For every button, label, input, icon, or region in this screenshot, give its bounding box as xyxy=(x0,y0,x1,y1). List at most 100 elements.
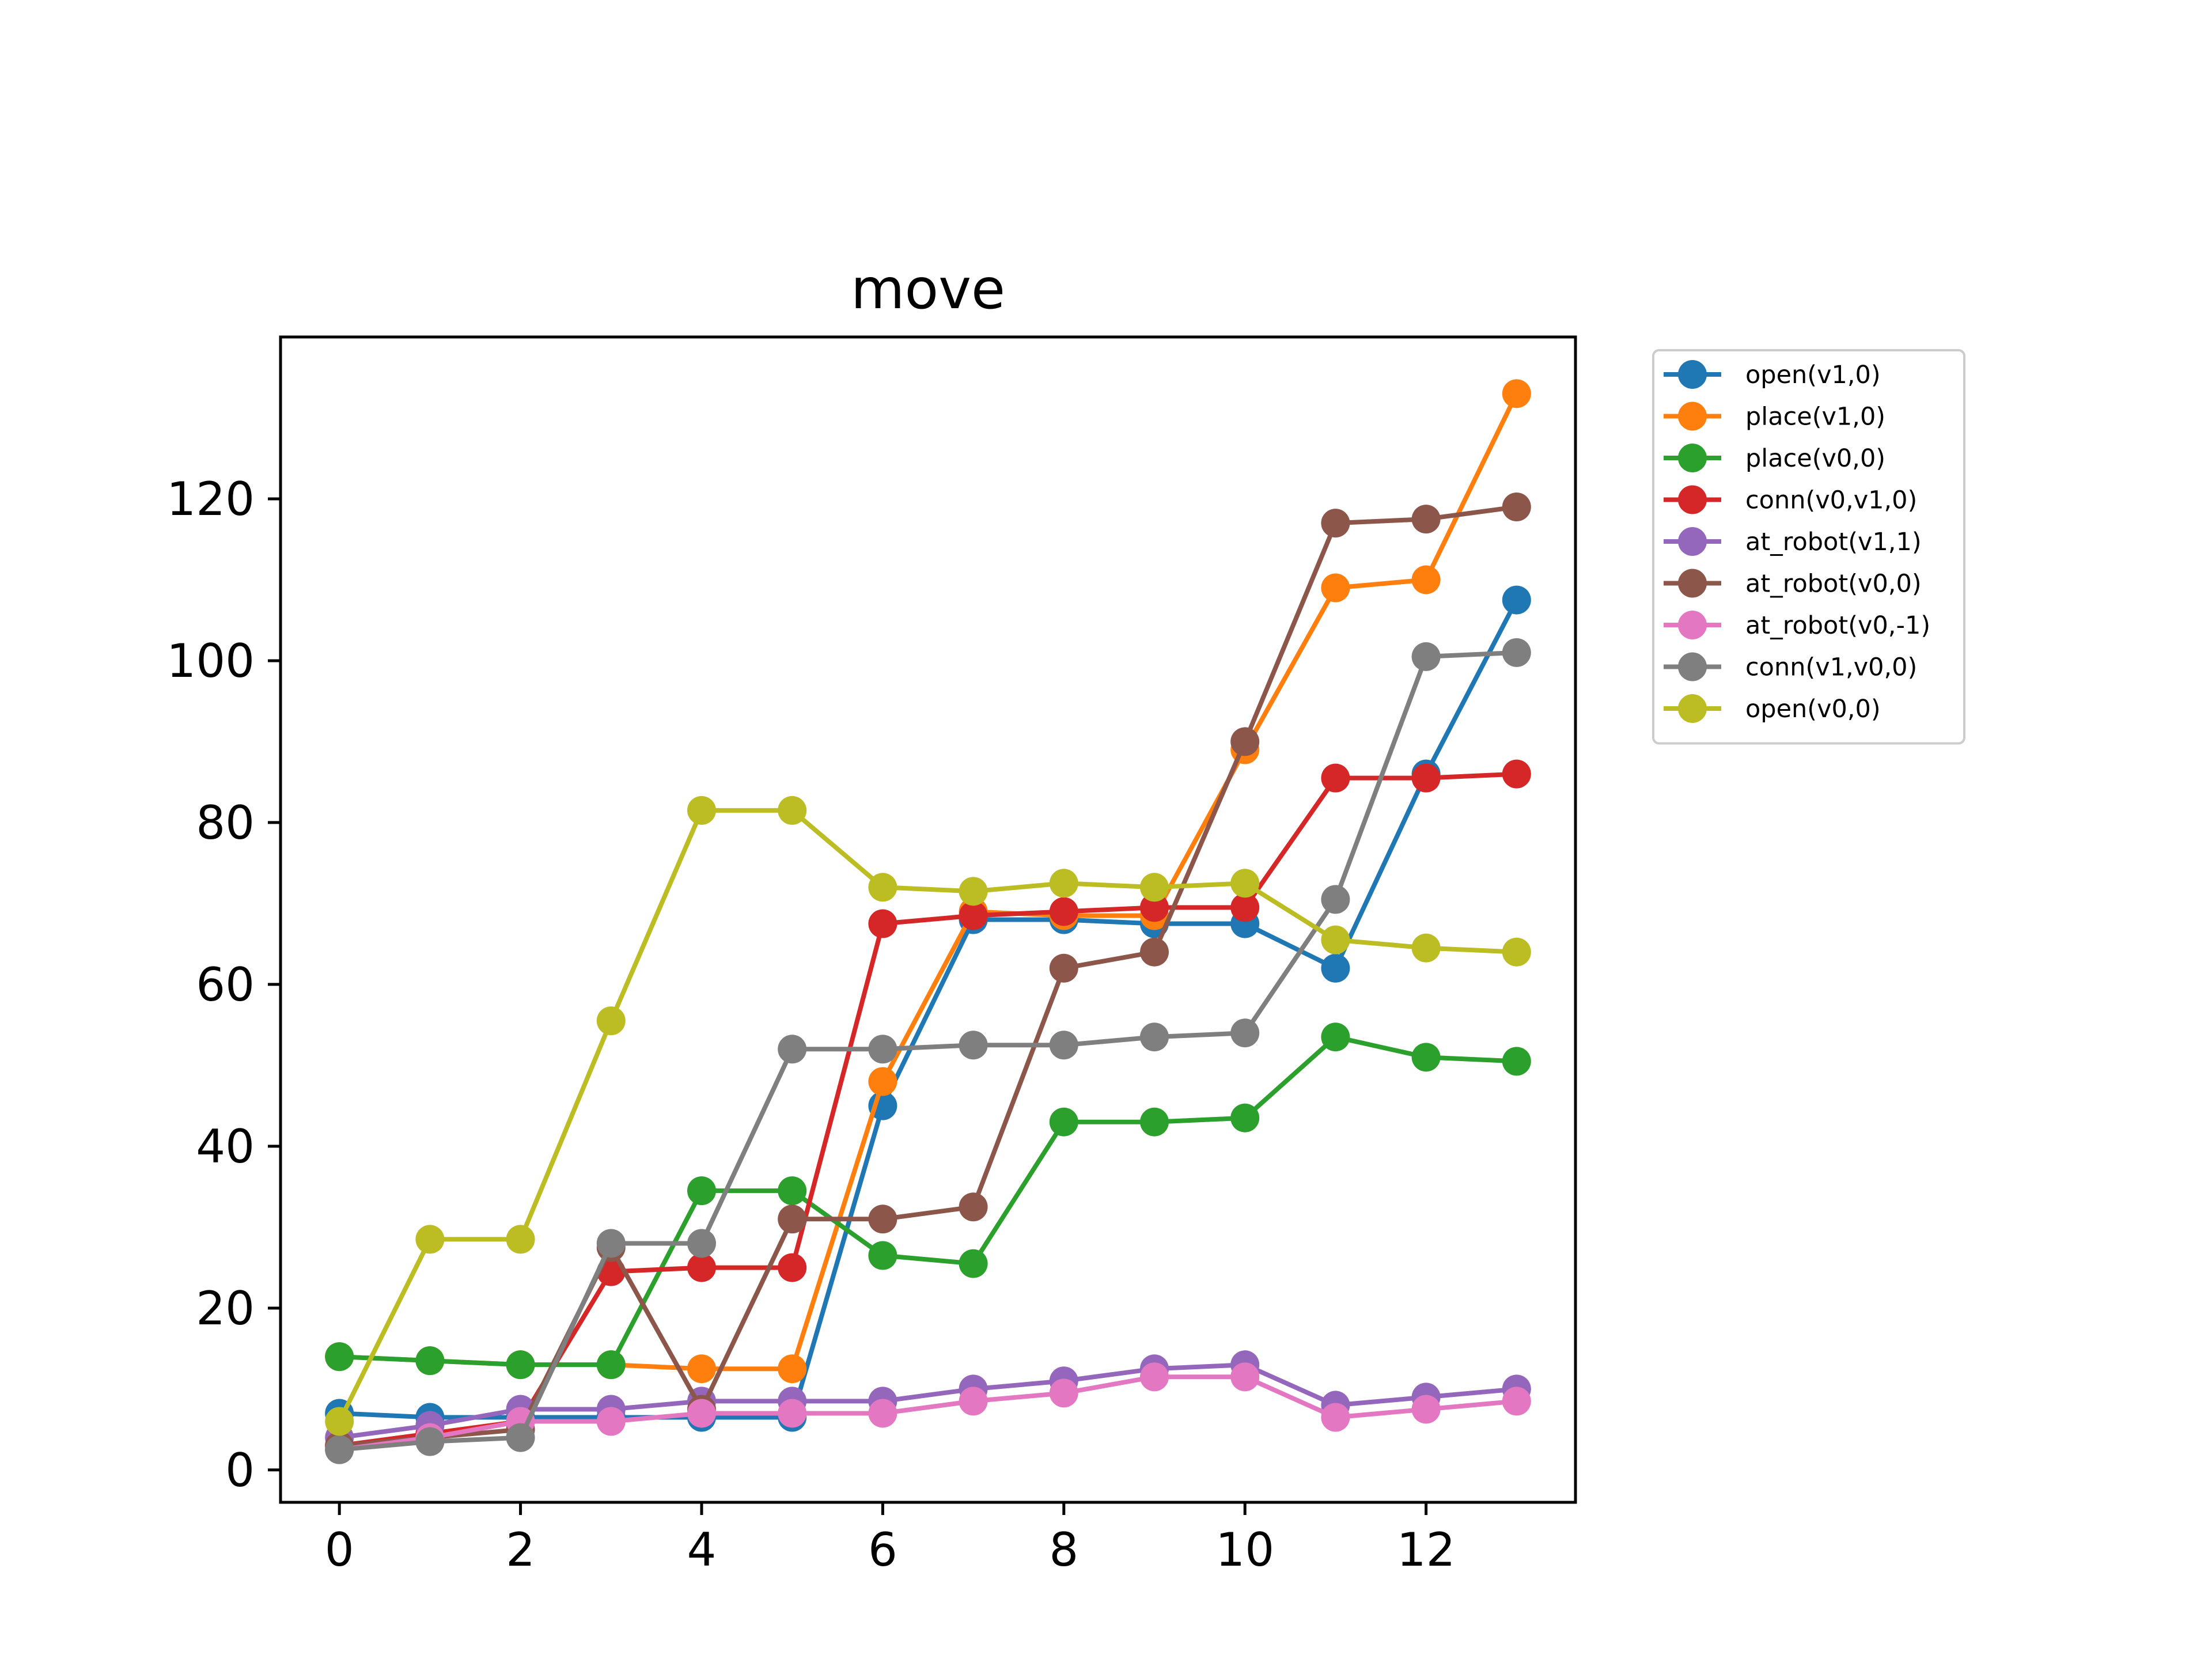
x-tick-label: 8 xyxy=(1049,1523,1078,1577)
legend-swatch-marker xyxy=(1678,444,1707,472)
series-line xyxy=(339,599,1519,1420)
legend-frame xyxy=(1652,349,1965,745)
data-point xyxy=(1411,565,1441,594)
data-point xyxy=(506,1225,535,1254)
legend-label: at_robot(v1,1) xyxy=(1745,528,1922,556)
data-point xyxy=(596,1229,626,1258)
data-point xyxy=(596,1407,626,1436)
data-point xyxy=(868,873,897,902)
data-point xyxy=(959,1249,988,1278)
data-point xyxy=(1230,1018,1260,1048)
data-point xyxy=(1140,1022,1169,1052)
x-tick-label: 6 xyxy=(868,1523,897,1577)
x-tick-label: 4 xyxy=(687,1523,717,1577)
data-point xyxy=(1502,585,1531,615)
data-point xyxy=(778,1205,807,1234)
data-point xyxy=(1230,869,1260,898)
data-point xyxy=(325,1435,354,1464)
data-point xyxy=(778,1035,807,1064)
data-point xyxy=(778,796,807,825)
series-line xyxy=(339,1374,1517,1452)
legend-label: conn(v0,v1,0) xyxy=(1745,486,1917,515)
legend-item: place(v0,0) xyxy=(1664,444,1885,473)
data-point xyxy=(1049,1031,1078,1060)
series-line xyxy=(337,808,1517,1423)
data-point xyxy=(506,1350,535,1380)
data-point xyxy=(687,1253,716,1282)
data-point xyxy=(1049,1107,1078,1137)
data-point xyxy=(1140,893,1169,922)
legend-item: open(v0,0) xyxy=(1664,694,1881,724)
legend-item: at_robot(v0,0) xyxy=(1664,569,1922,599)
series-place(v0,0) xyxy=(325,1022,1531,1380)
data-point xyxy=(1502,493,1531,522)
data-point xyxy=(687,1399,716,1428)
data-point xyxy=(1502,759,1531,789)
data-point xyxy=(1230,1103,1260,1132)
data-point xyxy=(778,1354,807,1384)
series-line xyxy=(339,650,1517,1452)
y-tick-label: 0 xyxy=(225,1444,255,1497)
legend-label: place(v1,0) xyxy=(1745,403,1885,431)
series-at_robot(v0,0) xyxy=(325,493,1531,1460)
data-point xyxy=(1411,1043,1441,1072)
data-point xyxy=(868,1241,897,1270)
y-tick-label: 40 xyxy=(196,1120,255,1173)
legend-item: open(v1,0) xyxy=(1664,360,1881,389)
data-point xyxy=(1411,763,1441,793)
legend: open(v1,0) place(v1,0) place(v0,0) conn(v0,… xyxy=(1652,349,1965,745)
legend-swatch-marker xyxy=(1678,485,1707,514)
y-tick-label: 20 xyxy=(196,1282,255,1335)
data-point xyxy=(959,1031,988,1060)
data-point xyxy=(1321,1403,1350,1432)
data-point xyxy=(1140,937,1169,967)
data-point xyxy=(1321,763,1350,793)
series-place(v1,0) xyxy=(325,379,1531,1384)
data-point xyxy=(1230,893,1260,922)
data-point xyxy=(778,1399,807,1428)
data-point xyxy=(1321,573,1350,603)
legend-label: at_robot(v0,0) xyxy=(1745,570,1922,599)
data-point xyxy=(506,1423,535,1452)
data-point xyxy=(1411,1395,1441,1424)
y-tick-label: 100 xyxy=(166,634,255,688)
data-point xyxy=(1321,953,1350,983)
legend-item: conn(v1,v0,0) xyxy=(1664,652,1917,682)
data-point xyxy=(1502,379,1531,408)
legend-swatch-marker xyxy=(1678,360,1707,389)
legend-label: open(v0,0) xyxy=(1745,695,1881,724)
data-point xyxy=(1140,1107,1169,1137)
legend-swatch-marker xyxy=(1678,611,1707,639)
legend-item: place(v1,0) xyxy=(1664,402,1885,431)
x-axis: 0 2 4 6 8 10 12 xyxy=(325,1502,1456,1577)
series-open(v1,0) xyxy=(325,585,1531,1432)
data-point xyxy=(1321,1022,1350,1052)
legend-swatch-marker xyxy=(1678,694,1707,723)
data-point xyxy=(1321,885,1350,914)
data-point xyxy=(415,1346,445,1376)
series-line xyxy=(339,505,1517,1448)
x-tick-label: 0 xyxy=(325,1523,354,1577)
y-tick-label: 80 xyxy=(196,796,255,850)
data-point xyxy=(1049,869,1078,898)
data-point xyxy=(959,1387,988,1416)
legend-label: conn(v1,v0,0) xyxy=(1745,653,1917,682)
plot-frame xyxy=(279,335,1577,1504)
data-point xyxy=(1411,505,1441,534)
data-point xyxy=(687,1176,716,1206)
data-point xyxy=(959,1192,988,1222)
data-point xyxy=(596,1006,626,1036)
data-point xyxy=(1411,933,1441,963)
data-point xyxy=(1230,727,1260,756)
data-point xyxy=(868,1399,897,1428)
data-point xyxy=(687,1354,716,1384)
series-line xyxy=(339,1035,1517,1368)
legend-swatch-marker xyxy=(1678,569,1707,598)
data-point xyxy=(1411,642,1441,671)
data-point xyxy=(868,1067,897,1096)
legend-item: conn(v0,v1,0) xyxy=(1664,485,1917,515)
data-point xyxy=(1502,638,1531,667)
legend-item: at_robot(v0,-1) xyxy=(1664,611,1930,640)
data-point xyxy=(959,877,988,906)
